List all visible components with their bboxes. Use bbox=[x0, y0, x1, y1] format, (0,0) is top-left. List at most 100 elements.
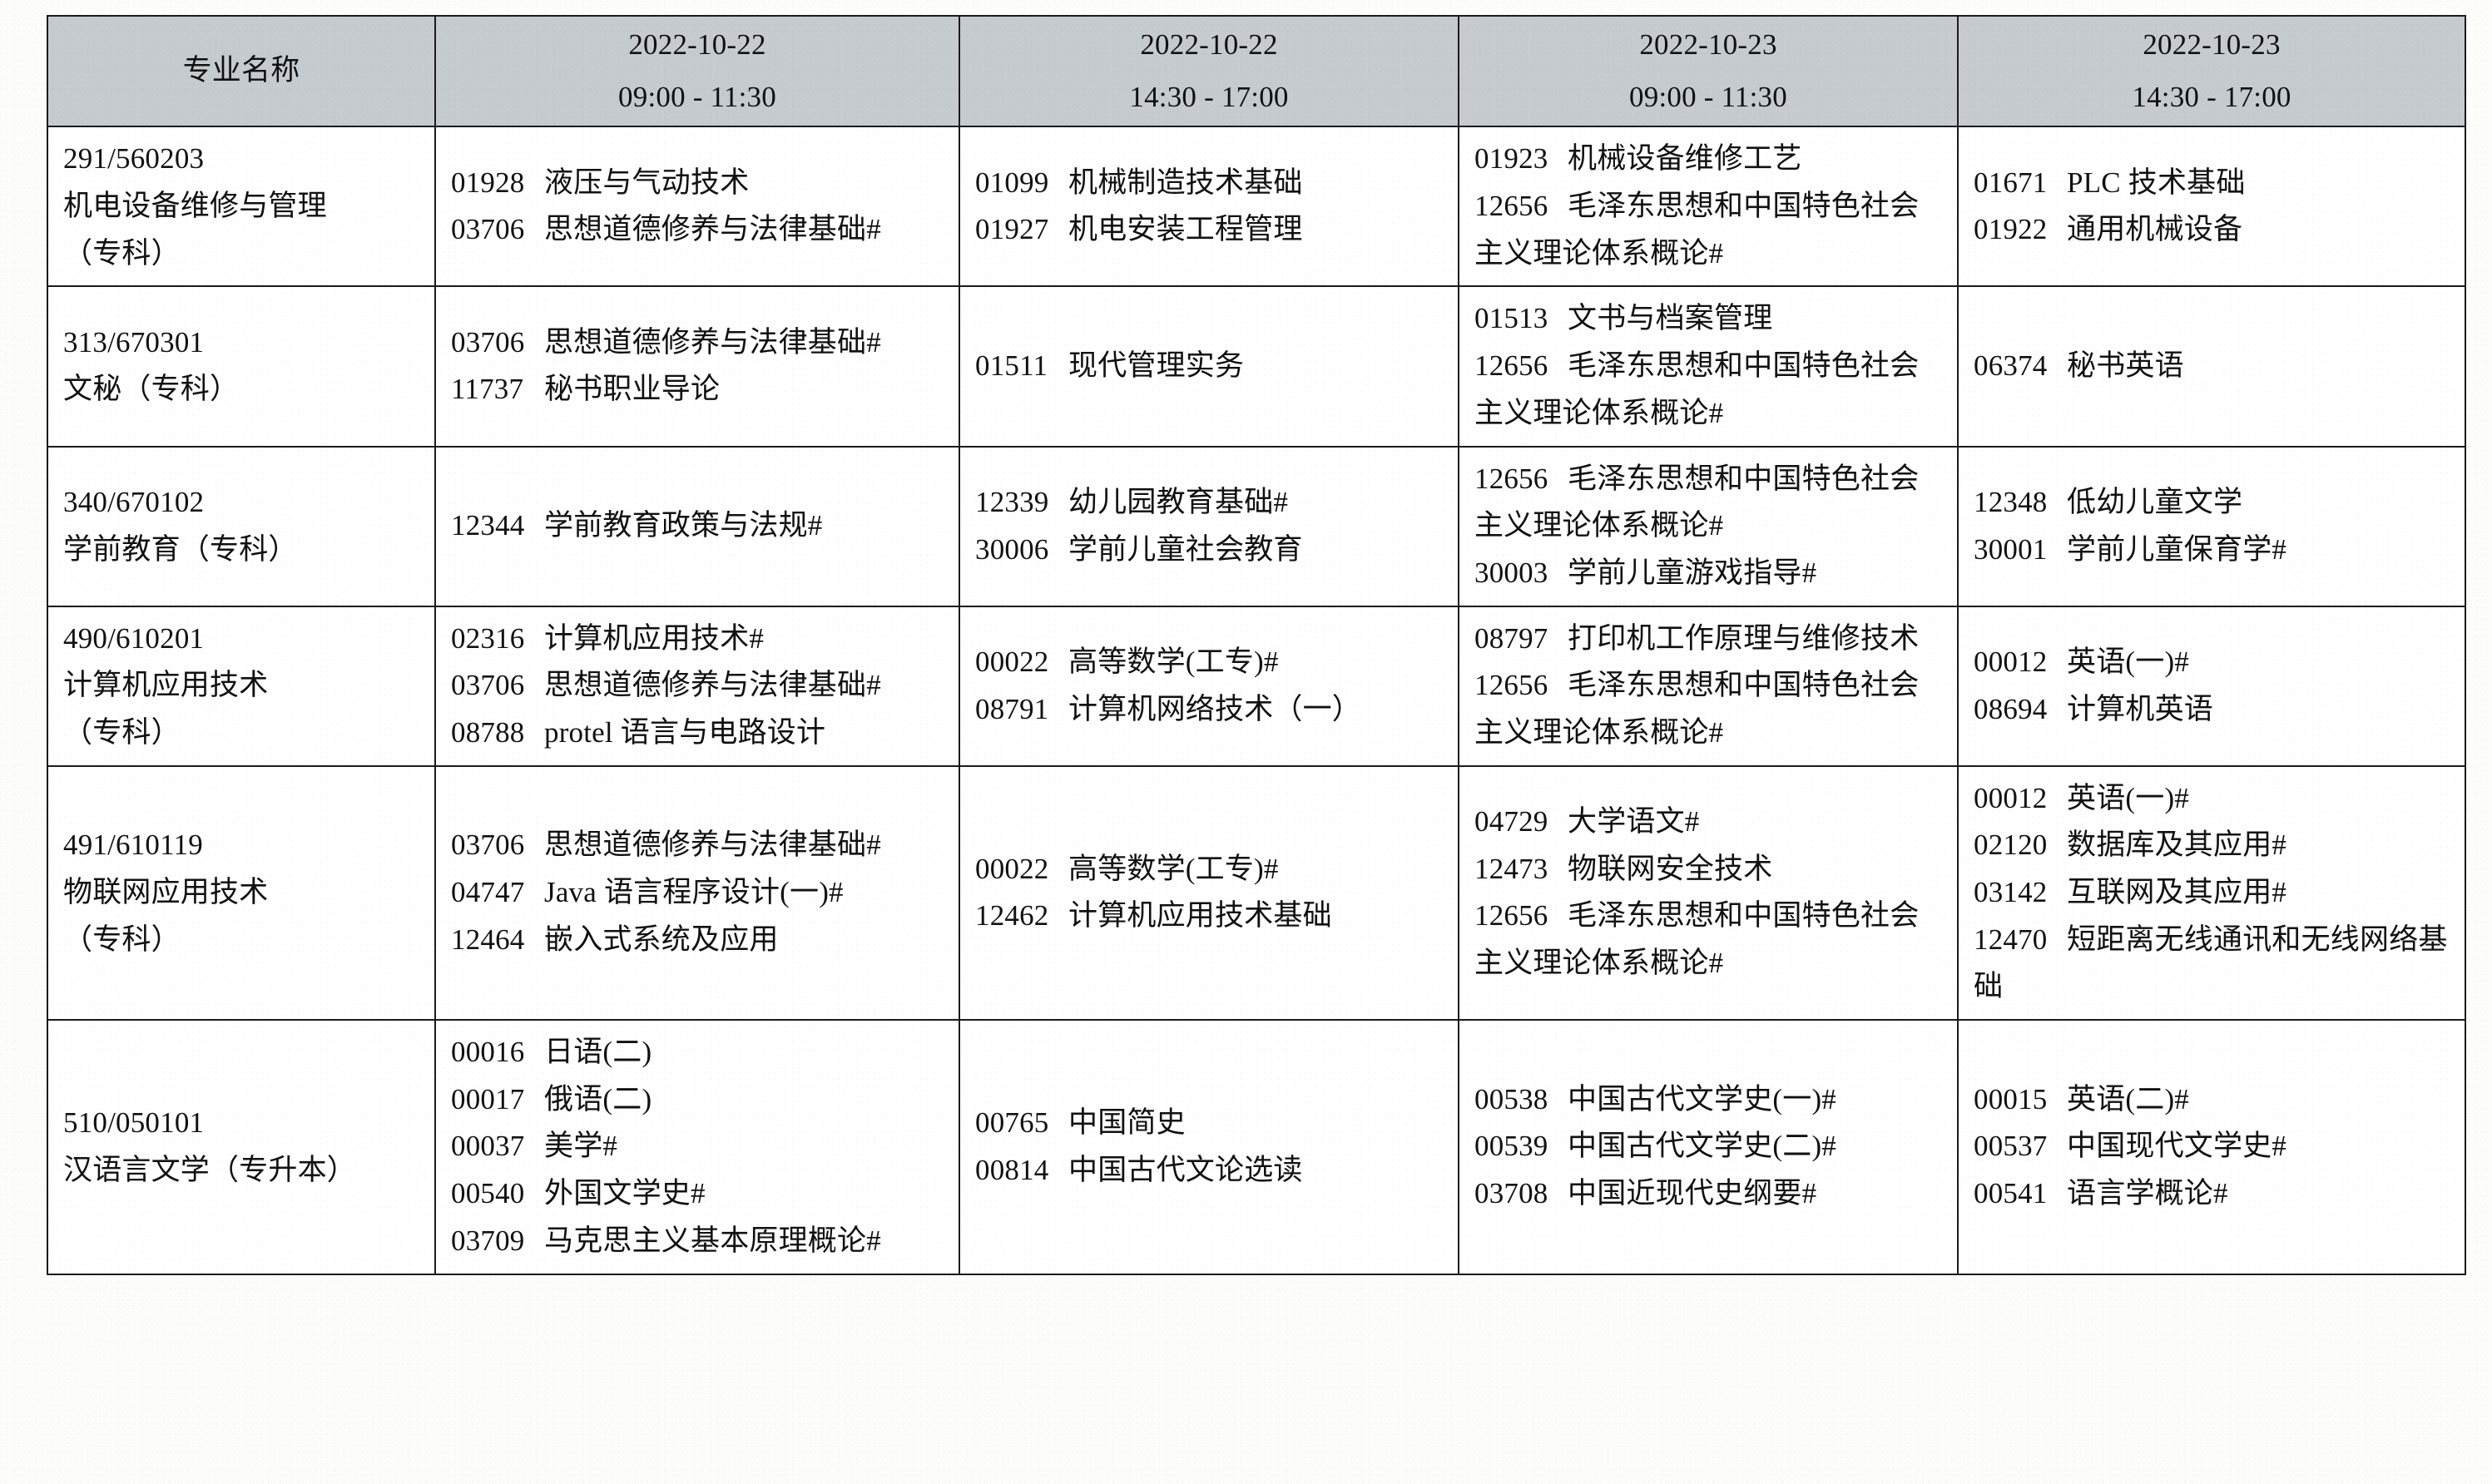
exam-slot-cell: 01671 PLC 技术基础 01922 通用机械设备 bbox=[1957, 126, 2466, 288]
course-code: 12656 bbox=[1474, 462, 1548, 495]
major-code: 510/050101 bbox=[63, 1106, 205, 1140]
course-name: 毛泽东思想和中国特色社会主义理论体系概论# bbox=[1474, 190, 1920, 270]
table-row: 490/610201 计算机应用技术 （专科） 02316 计算机应用技术# 03706 思… bbox=[47, 605, 2466, 767]
course-name: 英语(一)# bbox=[2067, 781, 2190, 814]
course-code: 12656 bbox=[1474, 190, 1548, 223]
course-code: 06374 bbox=[1974, 349, 2048, 383]
course-entry: 00539 中国古代文学史(二)# bbox=[1474, 1123, 1945, 1170]
course-code: 12339 bbox=[975, 485, 1049, 518]
course-name: 高等数学(工专)# bbox=[1068, 645, 1279, 678]
course-name: 中国现代文学史# bbox=[2067, 1130, 2287, 1163]
course-entry: 00765 中国简史 bbox=[975, 1100, 1446, 1147]
column-header-date-2: 2022-10-22 bbox=[1140, 28, 1278, 61]
course-code: 04729 bbox=[1474, 804, 1548, 838]
course-entry: 00814 中国古代文论选读 bbox=[975, 1147, 1446, 1195]
course-code: 12462 bbox=[975, 899, 1049, 932]
course-entry: 03706 思想道德修养与法律基础# bbox=[451, 319, 947, 367]
course-code: 00012 bbox=[1974, 781, 2048, 814]
course-code: 03708 bbox=[1474, 1177, 1548, 1210]
exam-slot-cell: 03706 思想道德修养与法律基础# 11737 秘书职业导论 bbox=[434, 285, 960, 448]
course-entry: 03706 思想道德修养与法律基础# bbox=[451, 662, 947, 710]
schedule-table-wrapper: 专业名称 2022-10-22 09:00 - 11:30 2022-10-22… bbox=[47, 14, 2466, 1429]
course-code: 00037 bbox=[451, 1130, 525, 1163]
course-name: 思想道德修养与法律基础# bbox=[544, 669, 881, 702]
course-name: 低幼儿童文学 bbox=[2067, 485, 2243, 518]
major-level: （专科） bbox=[63, 236, 181, 270]
course-entry: 00037 美学# bbox=[451, 1123, 947, 1170]
exam-slot-cell: 01923 机械设备维修工艺 12656 毛泽东思想和中国特色社会主义理论体系概论# bbox=[1458, 126, 1959, 288]
course-entry: 12656 毛泽东思想和中国特色社会主义理论体系概论# bbox=[1474, 662, 1945, 756]
course-entry: 01928 液压与气动技术 bbox=[451, 160, 947, 207]
exam-slot-cell: 08797 打印机工作原理与维修技术 12656 毛泽东思想和中国特色社会主义理论体系… bbox=[1458, 605, 1959, 767]
course-entry: 12464 嵌入式系统及应用 bbox=[451, 917, 947, 964]
exam-slot-cell: 03706 思想道德修养与法律基础# 04747 Java 语言程序设计(一)# 124… bbox=[434, 764, 960, 1021]
major-cell: 291/560203 机电设备维修与管理 （专科） bbox=[47, 126, 436, 288]
column-header-slot-2: 2022-10-22 14:30 - 17:00 bbox=[959, 14, 1459, 128]
course-name: 英语(二)# bbox=[2067, 1082, 2190, 1115]
course-code: 01671 bbox=[1974, 166, 2048, 199]
course-name: 计算机网络技术（一） bbox=[1068, 692, 1362, 725]
course-name: 外国文学史# bbox=[544, 1177, 706, 1210]
course-code: 00765 bbox=[975, 1106, 1049, 1140]
course-entry: 12348 低幼儿童文学 bbox=[1974, 479, 2453, 527]
exam-slot-cell: 00015 英语(二)# 00537 中国现代文学史# 00541 语言学概论# bbox=[1957, 1019, 2466, 1275]
course-entry: 00017 俄语(二) bbox=[451, 1076, 947, 1124]
course-entry: 11737 秘书职业导论 bbox=[451, 366, 947, 413]
major-cell: 340/670102 学前教育（专科） bbox=[47, 445, 436, 607]
column-header-time-1: 09:00 - 11:30 bbox=[618, 80, 776, 113]
course-name: 中国简史 bbox=[1068, 1106, 1186, 1140]
table-row: 491/610119 物联网应用技术 （专科） 03706 思想道德修养与法律基础# 04… bbox=[47, 764, 2466, 1021]
course-code: 03706 bbox=[451, 669, 525, 702]
major-name: 机电设备维修与管理 bbox=[63, 190, 327, 223]
course-name: 马克思主义基本原理概论# bbox=[544, 1224, 881, 1257]
course-entry: 00015 英语(二)# bbox=[1974, 1076, 2453, 1124]
course-entry: 00016 日语(二) bbox=[451, 1029, 947, 1076]
course-entry: 06374 秘书英语 bbox=[1974, 343, 2453, 390]
course-entry: 00022 高等数学(工专)# bbox=[975, 846, 1446, 893]
course-code: 12344 bbox=[451, 509, 525, 542]
course-name: 学前儿童保育学# bbox=[2067, 532, 2287, 566]
course-name: 毛泽东思想和中国特色社会主义理论体系概论# bbox=[1474, 349, 1920, 429]
major-code: 491/610119 bbox=[63, 829, 203, 862]
course-code: 12656 bbox=[1474, 669, 1548, 702]
exam-slot-cell: 02316 计算机应用技术# 03706 思想道德修养与法律基础# 08788 prote… bbox=[434, 605, 960, 767]
major-cell: 491/610119 物联网应用技术 （专科） bbox=[47, 764, 436, 1021]
course-entry: 12344 学前教育政策与法规# bbox=[451, 502, 947, 550]
exam-slot-cell: 00012 英语(一)# 08694 计算机英语 bbox=[1957, 605, 2466, 767]
table-row: 340/670102 学前教育（专科） 12344 学前教育政策与法规# 12339 幼儿… bbox=[47, 445, 2466, 607]
course-name: 秘书英语 bbox=[2067, 349, 2184, 383]
course-code: 00016 bbox=[451, 1036, 525, 1069]
table-row: 313/670301 文秘（专科） 03706 思想道德修养与法律基础# 11737 秘书… bbox=[47, 285, 2466, 448]
course-code: 02120 bbox=[1974, 829, 2048, 862]
course-code: 01099 bbox=[975, 166, 1049, 199]
course-name: 计算机英语 bbox=[2067, 692, 2214, 725]
course-name: 英语(一)# bbox=[2067, 645, 2190, 678]
exam-slot-cell: 12344 学前教育政策与法规# bbox=[434, 445, 960, 607]
course-name: 计算机应用技术# bbox=[544, 621, 765, 655]
table-row: 510/050101 汉语言文学（专升本） 00016 日语(二) 00017 俄语(二)… bbox=[47, 1019, 2466, 1275]
course-entry: 01922 通用机械设备 bbox=[1974, 206, 2453, 254]
course-name: 打印机工作原理与维修技术 bbox=[1568, 621, 1920, 655]
course-entry: 00012 英语(一)# bbox=[1974, 639, 2453, 686]
course-entry: 12473 物联网安全技术 bbox=[1474, 846, 1945, 893]
course-code: 02316 bbox=[451, 621, 525, 655]
course-code: 08694 bbox=[1974, 692, 2048, 725]
exam-slot-cell: 12348 低幼儿童文学 30001 学前儿童保育学# bbox=[1957, 445, 2466, 607]
course-entry: 00541 语言学概论# bbox=[1974, 1170, 2453, 1218]
exam-slot-cell: 12656 毛泽东思想和中国特色社会主义理论体系概论# 30003 学前儿童游戏指导# bbox=[1458, 445, 1959, 607]
course-name: 毛泽东思想和中国特色社会主义理论体系概论# bbox=[1474, 462, 1920, 542]
course-code: 01511 bbox=[975, 349, 1048, 383]
course-name: 幼儿园教育基础# bbox=[1068, 485, 1289, 518]
course-name: 思想道德修养与法律基础# bbox=[544, 213, 881, 246]
course-code: 00541 bbox=[1974, 1177, 2048, 1210]
major-level: （专科） bbox=[63, 923, 181, 956]
course-name: 液压与气动技术 bbox=[544, 166, 750, 199]
course-entry: 08694 计算机英语 bbox=[1974, 686, 2453, 734]
course-entry: 30006 学前儿童社会教育 bbox=[975, 527, 1446, 574]
course-entry: 08791 计算机网络技术（一） bbox=[975, 686, 1446, 734]
course-entry: 00022 高等数学(工专)# bbox=[975, 639, 1446, 686]
course-entry: 12656 毛泽东思想和中国特色社会主义理论体系概论# bbox=[1474, 183, 1945, 277]
course-code: 01513 bbox=[1474, 302, 1548, 335]
course-code: 12656 bbox=[1474, 349, 1548, 383]
